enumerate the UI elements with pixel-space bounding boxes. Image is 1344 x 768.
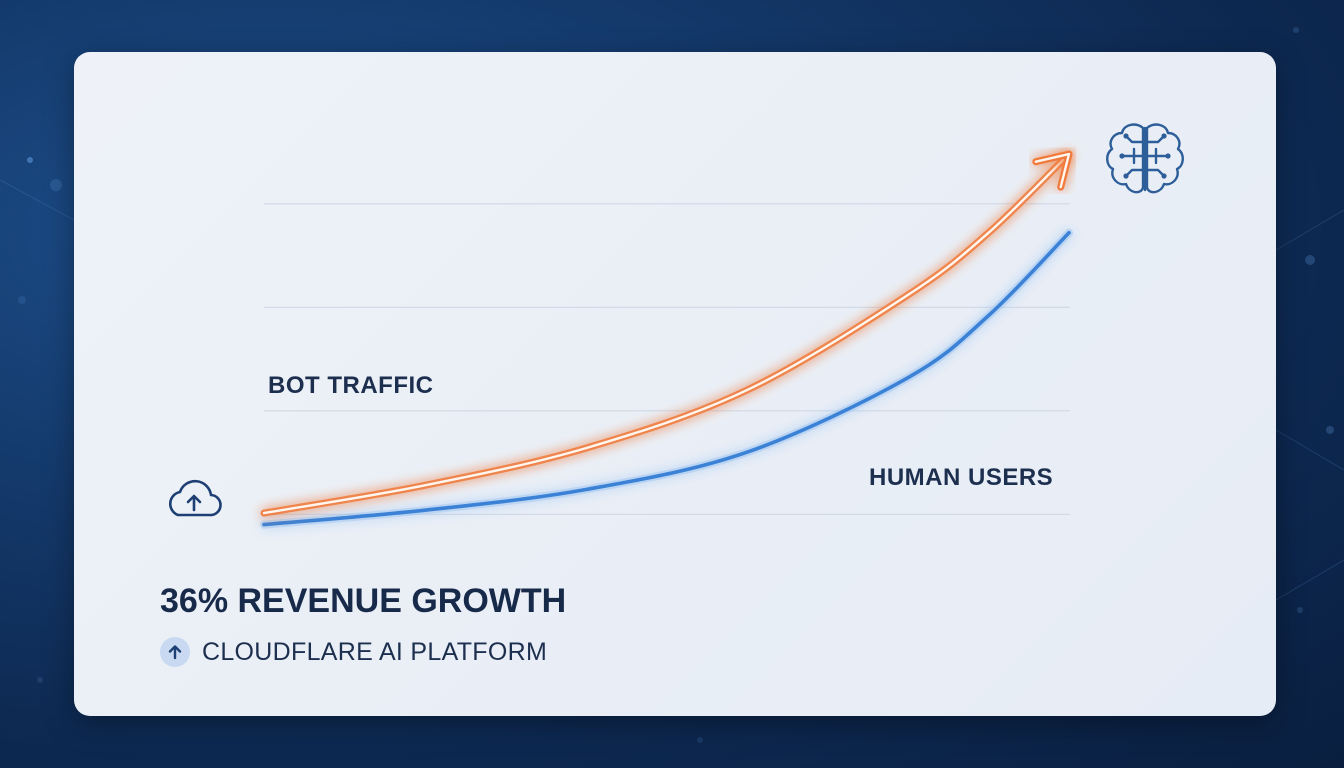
series-line-bot-traffic (262, 152, 1071, 515)
growth-chart (260, 150, 1073, 529)
series-line-human-users (262, 231, 1071, 527)
subline: CLOUDFLARE AI PLATFORM (160, 637, 547, 667)
series-label-bot-traffic: BOT TRAFFIC (268, 372, 434, 399)
subline-text: CLOUDFLARE AI PLATFORM (202, 637, 548, 666)
series-label-human-users: HUMAN USERS (869, 464, 1054, 491)
series-line-glow-bot-traffic (260, 150, 1073, 517)
cloud-upload-icon (168, 479, 222, 517)
arrow-up-icon (160, 637, 190, 667)
series-bot-traffic (260, 150, 1073, 517)
arrowhead-bot-traffic (1034, 152, 1071, 189)
headline-revenue-growth: 36% REVENUE GROWTH (160, 582, 567, 620)
brain-circuit-icon (1106, 123, 1184, 194)
chart-card: BOT TRAFFIC HUMAN USERS 36% (74, 52, 1276, 716)
series-human-users (260, 228, 1073, 529)
